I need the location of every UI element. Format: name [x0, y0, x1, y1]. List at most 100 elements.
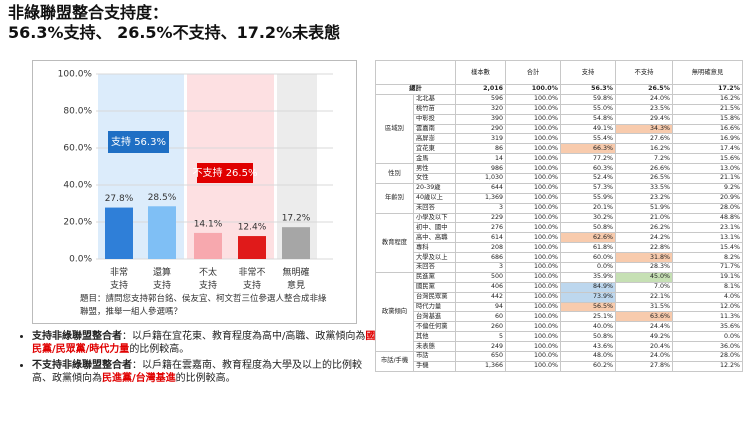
- cell: 36.0%: [672, 341, 743, 353]
- row-label: 女性: [413, 173, 456, 184]
- bar: [238, 236, 266, 259]
- cell: 55.9%: [560, 192, 616, 204]
- row-label: 高屏澎: [413, 133, 456, 145]
- title-block: 非綠聯盟整合支持度： 56.3%支持、 26.5%不支持、17.2%未表態: [8, 3, 340, 43]
- cell: 60.3%: [560, 163, 616, 175]
- cell: 15.8%: [672, 113, 743, 125]
- row-label: 中彰投: [413, 113, 456, 125]
- group-label: 區域別: [375, 93, 414, 165]
- row-label: 初中、國中: [413, 222, 456, 234]
- row-label: 台灣基進: [413, 311, 456, 323]
- cell: 7.2%: [615, 153, 673, 165]
- cell: 14: [455, 153, 506, 165]
- value-label: 17.2%: [282, 214, 311, 224]
- row-label: 台灣民眾黨: [413, 291, 456, 303]
- cell: 59.8%: [560, 93, 616, 105]
- cell: 19.1%: [672, 271, 743, 283]
- data-row: 區域別 北北基 596 100.0% 59.8% 24.0% 16.2%: [375, 93, 743, 165]
- cell: 0.0%: [672, 331, 743, 343]
- cell: 26.5%: [615, 173, 673, 184]
- cell: 55.4%: [560, 133, 616, 145]
- cell: 4.0%: [672, 291, 743, 303]
- cell: 3: [455, 202, 506, 214]
- cell: 22.8%: [615, 242, 673, 254]
- bullet-text: ：以戶籍在宜花東、教育程度為高中/高職、政黨傾向為: [122, 331, 366, 342]
- cell: 100.0%: [505, 222, 561, 234]
- cell: 644: [455, 182, 506, 194]
- cell: 686: [455, 252, 506, 264]
- cell: 21.1%: [672, 173, 743, 184]
- cell: 71.7%: [672, 262, 743, 273]
- cell: 100.0%: [505, 163, 561, 175]
- cell: 1,369: [455, 192, 506, 204]
- y-tick-label: 60.0%: [63, 144, 92, 154]
- data-row: 國民黨 406 100.0% 84.9% 7.0% 8.1%: [376, 281, 743, 293]
- y-tick-label: 20.0%: [63, 218, 92, 228]
- annotation-box: [197, 163, 253, 183]
- x-tick-label: 無明確意見: [282, 266, 309, 291]
- bullet: 不支持非綠聯盟整合者：以戶籍在雲嘉南、教育程度為大學及以上的比例較高、政黨傾向為…: [32, 359, 377, 385]
- cell: 73.9%: [560, 291, 616, 303]
- cell: 260: [455, 321, 506, 333]
- cell: 60.0%: [560, 252, 616, 264]
- data-row: 雲嘉南 290 100.0% 49.1% 34.3% 16.6%: [376, 123, 743, 135]
- cell: 249: [455, 341, 506, 353]
- data-row: 其他 5 100.0% 50.8% 49.2% 0.0%: [376, 331, 743, 343]
- cell: 100.0%: [505, 341, 561, 353]
- cell: 51.9%: [615, 202, 673, 214]
- cell: 319: [455, 133, 506, 145]
- annotation-text: 不支持 26.5%: [193, 166, 258, 179]
- data-row: 桃竹苗 320 100.0% 55.0% 23.5% 21.5%: [376, 103, 743, 115]
- cell: 28.3%: [615, 262, 673, 273]
- cell: 50.8%: [560, 222, 616, 234]
- cell: 48.0%: [560, 351, 616, 362]
- group-label: 政黨傾向: [375, 271, 414, 353]
- cell: 100.0%: [505, 133, 561, 145]
- group-label: 市話/手機: [375, 351, 414, 372]
- cell: 27.8%: [615, 360, 673, 372]
- cell: 2,016: [455, 84, 506, 95]
- row-label: 桃竹苗: [413, 103, 456, 115]
- cell: 100.0%: [505, 113, 561, 125]
- cell: 100.0%: [505, 212, 561, 224]
- cell: 22.1%: [615, 291, 673, 303]
- data-row: 大學及以上 686 100.0% 60.0% 31.8% 8.2%: [376, 252, 743, 264]
- cell: 5: [455, 331, 506, 343]
- bar: [148, 206, 176, 259]
- total-row: 總計 2,016 100.0% 56.3% 26.5% 17.2%: [375, 84, 743, 95]
- row-label: 小學及以下: [413, 212, 456, 224]
- bullet-text: ：以戶籍在雲嘉南、教育程度為大學及以上的比例較高、政黨傾向為: [32, 360, 362, 384]
- row-label: 其他: [413, 331, 456, 343]
- y-tick-label: 40.0%: [63, 181, 92, 191]
- table-body: 樣本數 合計 支持 不支持 無明確意見 總計 2,016 100.0% 56.3% 26.5% 17…: [375, 60, 743, 372]
- cell: 100.0%: [505, 143, 561, 155]
- cell: 100.0%: [505, 311, 561, 323]
- data-row: 中彰投 390 100.0% 54.8% 29.4% 15.8%: [376, 113, 743, 125]
- header-cell: 不支持: [615, 60, 673, 85]
- cell: 100.0%: [505, 351, 561, 362]
- cell: 100.0%: [505, 291, 561, 303]
- row-label: 未表態: [413, 341, 456, 353]
- cell: 320: [455, 103, 506, 115]
- cell: 1,030: [455, 173, 506, 184]
- cell: 34.3%: [615, 123, 673, 135]
- bullet-emphasis: 民進黨/台灣基進: [102, 373, 176, 384]
- cell: 52.4%: [560, 173, 616, 184]
- cell: 100.0%: [505, 232, 561, 244]
- cell: 290: [455, 123, 506, 135]
- cell: 100.0%: [505, 173, 561, 184]
- cell: 30.2%: [560, 212, 616, 224]
- value-label: 28.5%: [148, 193, 177, 203]
- cell: 16.9%: [672, 133, 743, 145]
- cell: 650: [455, 351, 506, 362]
- cell: 0.0%: [560, 262, 616, 273]
- row-label: 民進黨: [413, 271, 456, 283]
- cell: 23.1%: [672, 222, 743, 234]
- cell: 48.8%: [672, 212, 743, 224]
- bullet-list: 支持非綠聯盟整合者：以戶籍在宜花東、教育程度為高中/高職、政黨傾向為國民黨/民眾…: [18, 330, 377, 388]
- cell: 442: [455, 291, 506, 303]
- cell: 100.0%: [505, 242, 561, 254]
- data-row: 金馬 14 100.0% 77.2% 7.2% 15.6%: [376, 153, 743, 165]
- cell: 500: [455, 271, 506, 283]
- cell: 100.0%: [505, 301, 561, 313]
